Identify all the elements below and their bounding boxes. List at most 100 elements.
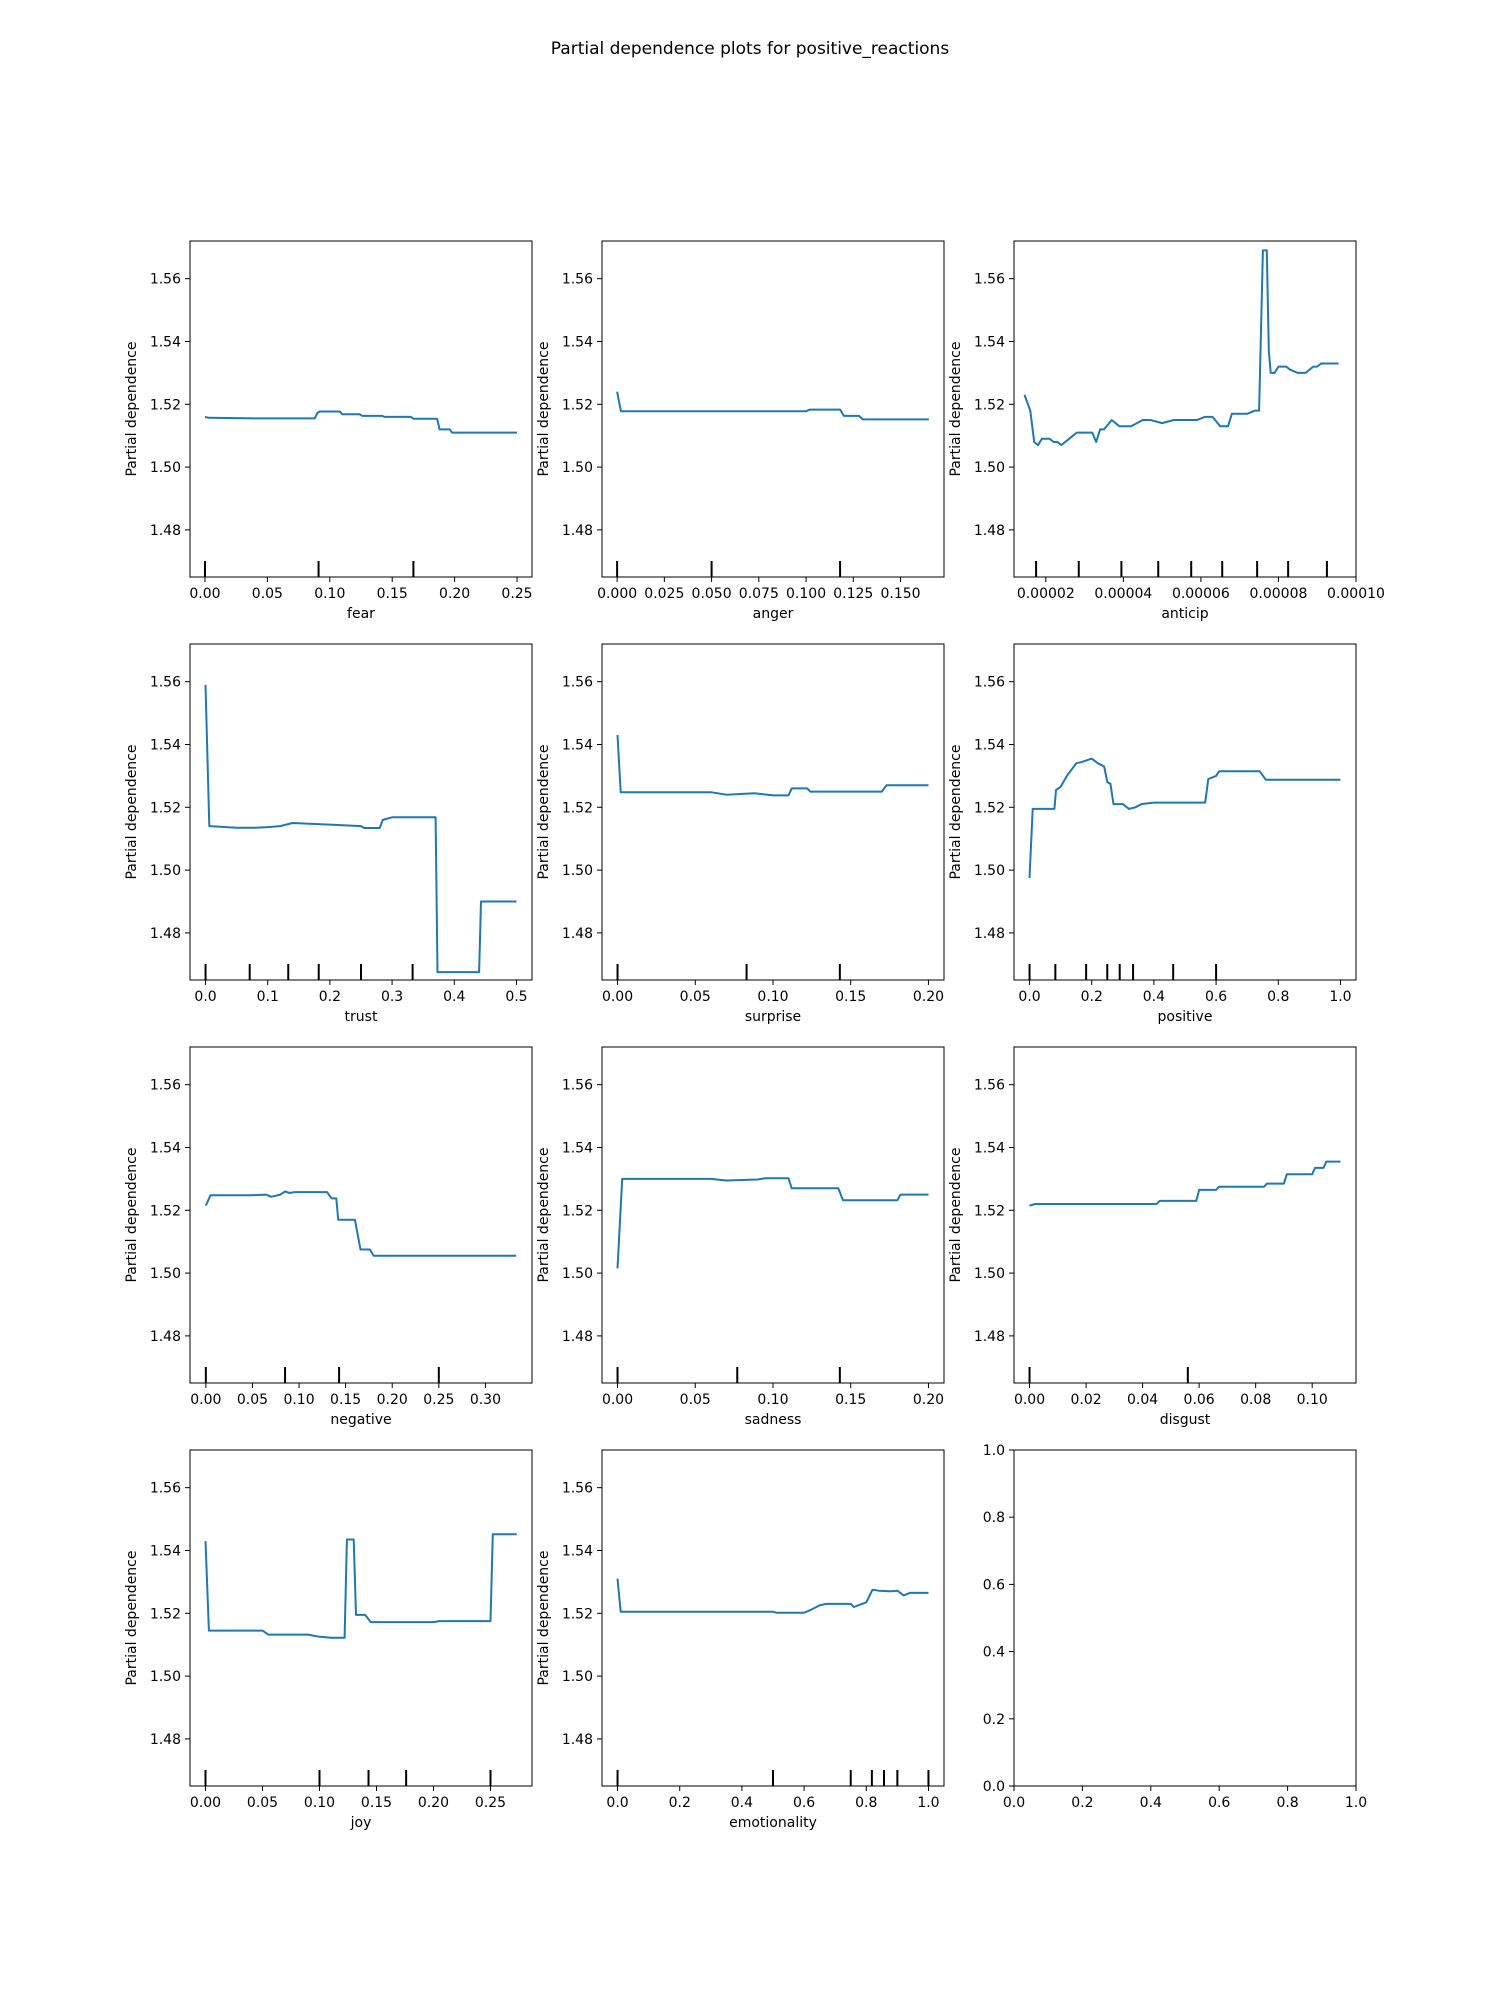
x-axis-label: anger — [753, 606, 794, 622]
y-tick-label: 1.54 — [150, 1543, 181, 1559]
subplot-surprise: 1.48 1.50 1.52 1.54 1.56 0.00 0.05 0.10 0.15 0.20… — [536, 643, 945, 1025]
x-tick-label: 0.00004 — [1094, 586, 1152, 602]
x-tick-label: 1.0 — [1345, 1795, 1367, 1811]
x-tick-label: 0.4 — [731, 1795, 753, 1811]
x-tick-label: 0.05 — [252, 586, 283, 602]
pd-line-positive — [1028, 757, 1341, 878]
y-tick-label: 1.48 — [562, 1732, 593, 1748]
y-tick-label: 1.52 — [150, 800, 181, 816]
x-tick-label: 0.10 — [314, 586, 345, 602]
x-tick-label: 0.3 — [381, 989, 403, 1005]
axes-frame — [189, 1046, 533, 1384]
subplot-positive: 1.48 1.50 1.52 1.54 1.56 0.0 0.2 0.4 0.6 0.8 1.0 po… — [948, 643, 1357, 1025]
y-tick-label: 1.54 — [974, 737, 1005, 753]
y-tick-label: 1.50 — [562, 460, 593, 476]
x-tick-label: 0.20 — [913, 1392, 944, 1408]
pd-line-trust — [204, 684, 517, 974]
x-tick-label: 0.4 — [443, 989, 465, 1005]
x-tick-label: 0.0 — [606, 1795, 628, 1811]
y-tick-label: 1.48 — [974, 926, 1005, 942]
axes-frame — [601, 240, 945, 578]
y-tick-label: 1.54 — [974, 1140, 1005, 1156]
axes-frame — [189, 1449, 533, 1787]
x-tick-label: 0.30 — [470, 1392, 501, 1408]
x-tick-label: 0.0 — [1003, 1795, 1025, 1811]
y-tick-label: 1.48 — [150, 523, 181, 539]
y-tick-label: 1.56 — [562, 675, 593, 691]
pd-line-joy — [204, 1533, 517, 1639]
x-tick-label: 0.06 — [1184, 1392, 1215, 1408]
y-tick-label: 1.52 — [974, 1203, 1005, 1219]
y-tick-label: 1.48 — [150, 1329, 181, 1345]
pd-line-fear — [204, 410, 517, 434]
y-tick-label: 1.56 — [974, 272, 1005, 288]
x-tick-label: 0.00 — [190, 1795, 221, 1811]
y-tick-label: 1.56 — [150, 675, 181, 691]
y-tick-label: 1.54 — [150, 737, 181, 753]
figure-title: Partial dependence plots for positive_re… — [551, 39, 950, 59]
pd-line-anger — [616, 391, 929, 421]
y-axis-label: Partial dependence — [536, 1147, 552, 1282]
x-tick-label: 0.100 — [786, 586, 826, 602]
y-tick-label: 0.0 — [983, 1779, 1005, 1795]
y-tick-label: 1.50 — [974, 1266, 1005, 1282]
x-tick-label: 0.5 — [505, 989, 527, 1005]
x-axis-label: anticip — [1161, 606, 1208, 622]
y-tick-label: 1.54 — [562, 1543, 593, 1559]
y-tick-label: 0.4 — [983, 1645, 1005, 1661]
x-tick-label: 0.00006 — [1172, 586, 1230, 602]
y-tick-label: 1.52 — [150, 1606, 181, 1622]
y-tick-label: 1.54 — [562, 334, 593, 350]
axes-frame — [601, 643, 945, 981]
y-tick-label: 1.48 — [150, 1732, 181, 1748]
y-tick-label: 1.50 — [150, 1669, 181, 1685]
x-tick-label: 0.6 — [793, 1795, 815, 1811]
x-tick-label: 0.20 — [418, 1795, 449, 1811]
x-tick-label: 0.025 — [644, 586, 684, 602]
y-tick-label: 1.54 — [974, 334, 1005, 350]
y-tick-label: 1.50 — [974, 460, 1005, 476]
y-tick-label: 1.56 — [974, 1078, 1005, 1094]
x-axis-label: joy — [350, 1815, 372, 1831]
x-tick-label: 0.25 — [475, 1795, 506, 1811]
y-tick-label: 1.56 — [562, 272, 593, 288]
y-tick-label: 1.56 — [150, 1481, 181, 1497]
axes-frame — [1013, 643, 1357, 981]
pd-line-emotionality — [616, 1578, 929, 1614]
y-axis-label: Partial dependence — [536, 744, 552, 879]
x-tick-label: 0.00 — [1014, 1392, 1045, 1408]
pd-line-disgust — [1029, 1160, 1341, 1207]
x-tick-label: 0.15 — [361, 1795, 392, 1811]
x-tick-label: 0.2 — [319, 989, 341, 1005]
x-tick-label: 0.00002 — [1017, 586, 1075, 602]
y-tick-label: 1.50 — [562, 1669, 593, 1685]
axes-frame — [189, 240, 533, 578]
x-tick-label: 0.10 — [757, 989, 788, 1005]
y-axis-label: Partial dependence — [536, 341, 552, 476]
x-tick-label: 0.00 — [190, 1392, 221, 1408]
y-tick-label: 0.8 — [983, 1510, 1005, 1526]
x-axis-label: trust — [345, 1009, 378, 1025]
x-tick-label: 0.15 — [835, 989, 866, 1005]
y-tick-label: 1.54 — [150, 334, 181, 350]
x-tick-label: 1.0 — [1329, 989, 1351, 1005]
x-tick-label: 0.2 — [1081, 989, 1103, 1005]
x-tick-label: 0.00008 — [1249, 586, 1307, 602]
x-axis-label: sadness — [745, 1412, 802, 1428]
x-tick-label: 0.00 — [602, 1392, 633, 1408]
x-tick-label: 0.10 — [1297, 1392, 1328, 1408]
y-tick-label: 1.52 — [562, 800, 593, 816]
subplot-anger: 1.48 1.50 1.52 1.54 1.56 0.000 0.025 0.050 0.075… — [536, 240, 945, 622]
x-tick-label: 0.25 — [423, 1392, 454, 1408]
x-tick-label: 1.0 — [917, 1795, 939, 1811]
subplot-empty: 0.0 0.2 0.4 0.6 0.8 1.0 0.0 0.2 0.4 0.6 0.8 1.0 — [983, 1443, 1367, 1811]
x-tick-label: 0.0 — [1018, 989, 1040, 1005]
y-tick-label: 1.52 — [974, 800, 1005, 816]
y-tick-label: 1.0 — [983, 1443, 1005, 1459]
y-tick-label: 1.52 — [562, 1203, 593, 1219]
y-tick-label: 1.48 — [562, 1329, 593, 1345]
y-tick-label: 1.56 — [150, 1078, 181, 1094]
subplot-anticip: 1.48 1.50 1.52 1.54 1.56 0.00002 0.00004 0.0000… — [948, 240, 1385, 622]
